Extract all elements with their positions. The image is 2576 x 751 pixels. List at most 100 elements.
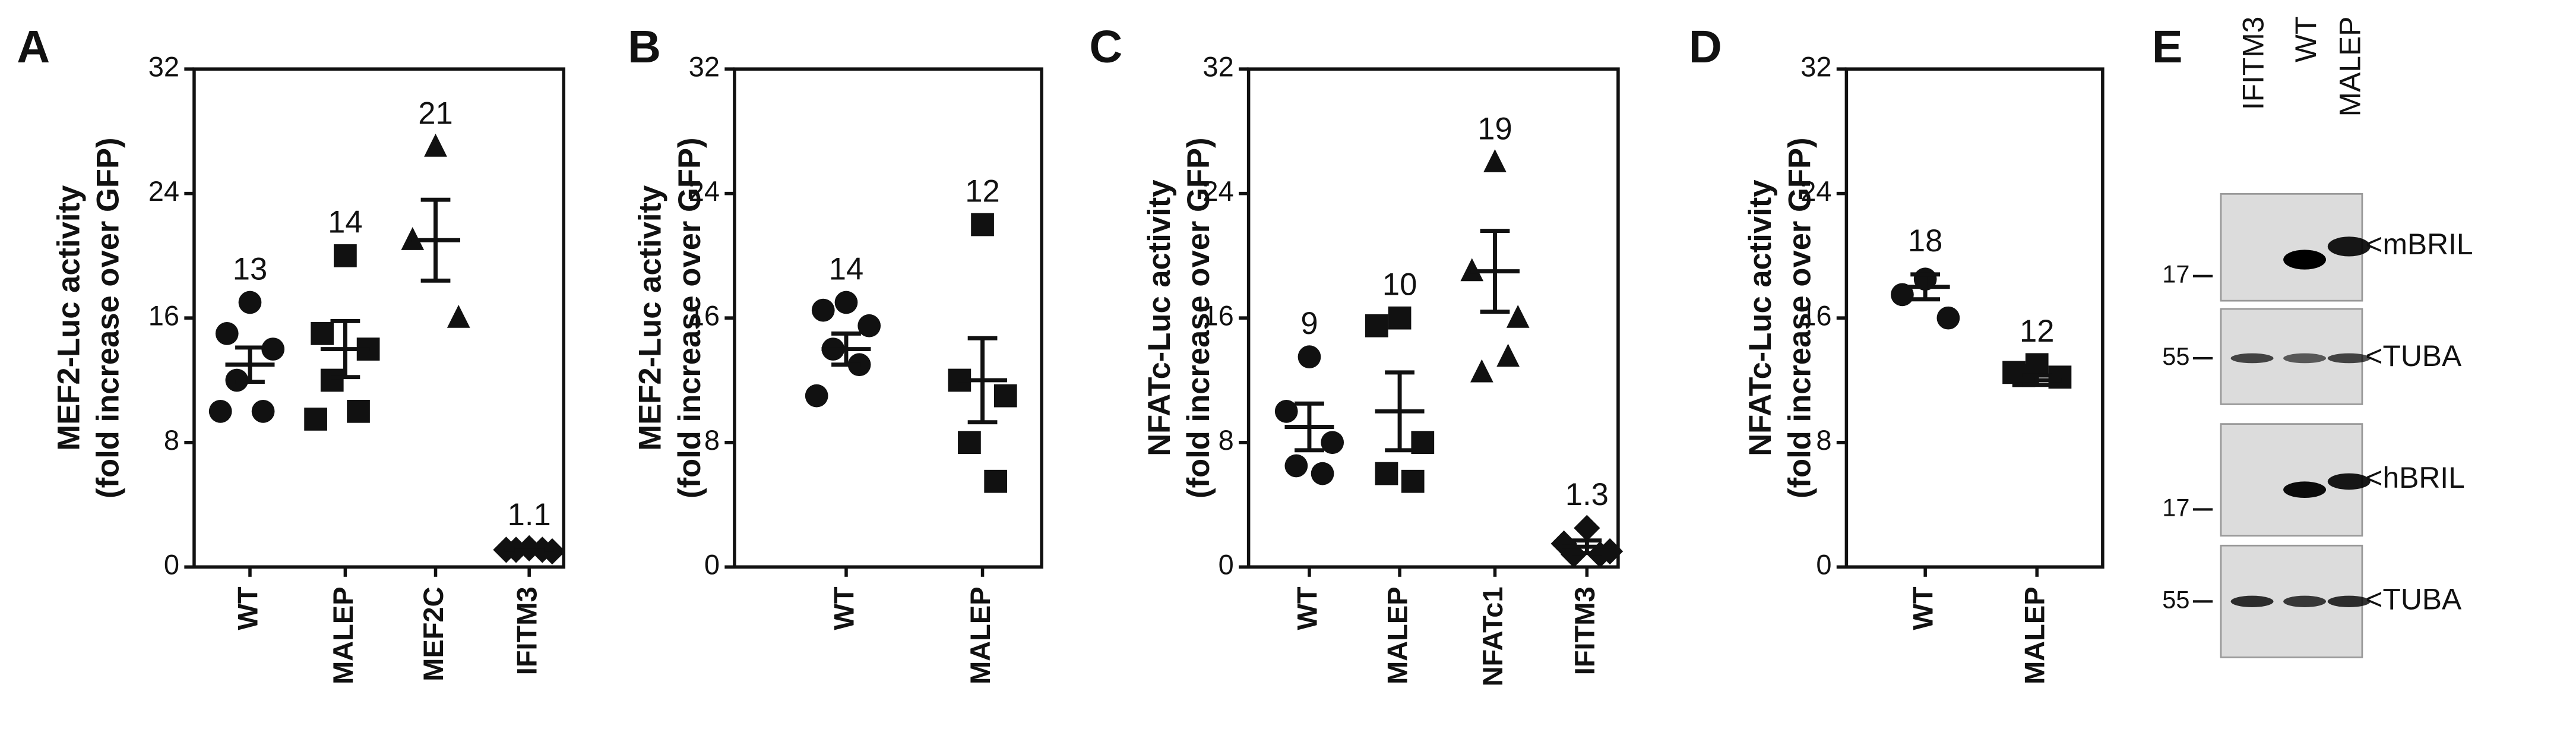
band xyxy=(2283,481,2327,498)
point xyxy=(347,399,370,423)
point xyxy=(1274,399,1298,423)
y-axis-label: (fold increase over GFP) xyxy=(1181,138,1216,498)
y-tick-label: 16 xyxy=(148,300,179,332)
y-tick-label: 24 xyxy=(689,175,720,207)
mean-label: 10 xyxy=(1382,267,1417,302)
y-tick-label: 24 xyxy=(1800,175,1831,207)
y-tick-label: 32 xyxy=(1202,51,1233,83)
y-axis-label: (fold increase over GFP) xyxy=(1783,138,1818,498)
point xyxy=(311,322,334,345)
y-axis-label: (fold increase over GFP) xyxy=(672,138,707,498)
y-tick-label: 8 xyxy=(1219,424,1234,456)
band-label: <mBRIL xyxy=(2365,228,2473,261)
point xyxy=(238,291,262,314)
x-tick-label: IFITM3 xyxy=(1569,586,1600,675)
point xyxy=(1321,431,1344,455)
mean-label: 12 xyxy=(2020,314,2054,349)
x-tick-label: MALEP xyxy=(1382,586,1413,684)
point xyxy=(857,314,881,337)
mw-marker: 55 xyxy=(2162,585,2189,613)
x-tick-label: MEF2C xyxy=(417,586,449,681)
panel-letter: D xyxy=(1689,21,1722,72)
point xyxy=(215,322,239,345)
band xyxy=(2230,353,2274,364)
y-tick-label: 32 xyxy=(148,51,179,83)
point xyxy=(261,337,285,361)
mw-marker: 55 xyxy=(2162,342,2189,370)
point xyxy=(834,291,858,314)
x-tick-label: WT xyxy=(1291,586,1322,630)
mean-label: 21 xyxy=(418,96,452,131)
panel-letter: C xyxy=(1089,21,1122,72)
point xyxy=(1375,462,1398,485)
point xyxy=(1574,515,1600,541)
panel-letter: B xyxy=(628,21,661,72)
point xyxy=(1550,530,1577,557)
point xyxy=(1365,314,1388,337)
band-label: <TUBA xyxy=(2365,582,2462,616)
y-axis-label: NFATc-Luc activity xyxy=(1142,180,1177,456)
point xyxy=(334,244,357,267)
mw-marker: 17 xyxy=(2162,493,2189,521)
point xyxy=(1401,469,1425,493)
mean-label: 1.1 xyxy=(508,497,551,532)
point xyxy=(2048,365,2072,389)
band xyxy=(2283,595,2327,607)
mean-label: 14 xyxy=(328,205,362,240)
x-tick-label: WT xyxy=(828,586,859,630)
point xyxy=(1496,343,1520,367)
point xyxy=(1311,462,1334,485)
x-tick-label: WT xyxy=(232,586,263,630)
y-axis-label: MEF2-Luc activity xyxy=(632,185,667,451)
y-tick-label: 16 xyxy=(1800,300,1831,332)
y-tick-label: 16 xyxy=(1202,300,1233,332)
band xyxy=(2327,353,2371,364)
point xyxy=(993,384,1017,408)
y-tick-label: 0 xyxy=(164,549,179,580)
panel-letter: A xyxy=(17,21,50,72)
point xyxy=(251,399,275,423)
band-label: <TUBA xyxy=(2365,339,2462,373)
x-tick-label: MALEP xyxy=(964,586,996,684)
y-tick-label: 24 xyxy=(1202,175,1233,207)
mean-label: 19 xyxy=(1477,112,1512,147)
lane-label: WT xyxy=(2289,17,2322,62)
y-axis-label: MEF2-Luc activity xyxy=(51,185,86,451)
point xyxy=(984,469,1008,493)
y-tick-label: 8 xyxy=(1816,424,1831,456)
point xyxy=(971,213,994,236)
point xyxy=(1298,345,1321,369)
band xyxy=(2283,250,2327,270)
point xyxy=(1506,305,1530,328)
plot-frame xyxy=(192,67,566,569)
y-axis-label: NFATc-Luc activity xyxy=(1743,180,1778,456)
point xyxy=(1470,359,1493,383)
point xyxy=(1483,149,1507,172)
point xyxy=(424,133,447,157)
mean-label: 18 xyxy=(1908,223,1942,258)
band xyxy=(2327,473,2371,490)
x-tick-label: MALEP xyxy=(2019,586,2050,684)
x-tick-label: WT xyxy=(1907,586,1939,630)
point xyxy=(1388,306,1412,330)
point xyxy=(1936,306,1960,330)
band-label: <hBRIL xyxy=(2365,461,2464,494)
mean-label: 12 xyxy=(965,173,999,209)
lane-label: IFITM3 xyxy=(2236,17,2270,111)
band xyxy=(2283,353,2327,364)
point xyxy=(320,368,344,392)
point xyxy=(1284,454,1308,478)
point xyxy=(958,431,981,455)
y-tick-label: 32 xyxy=(689,51,720,83)
x-tick-label: IFITM3 xyxy=(511,586,543,675)
point xyxy=(304,408,327,431)
y-tick-label: 24 xyxy=(148,175,179,207)
plot-frame xyxy=(1844,67,2105,569)
band xyxy=(2230,595,2274,607)
y-tick-label: 0 xyxy=(1816,549,1831,580)
mean-label: 9 xyxy=(1300,306,1318,341)
band xyxy=(2327,236,2371,257)
band xyxy=(2327,595,2371,607)
